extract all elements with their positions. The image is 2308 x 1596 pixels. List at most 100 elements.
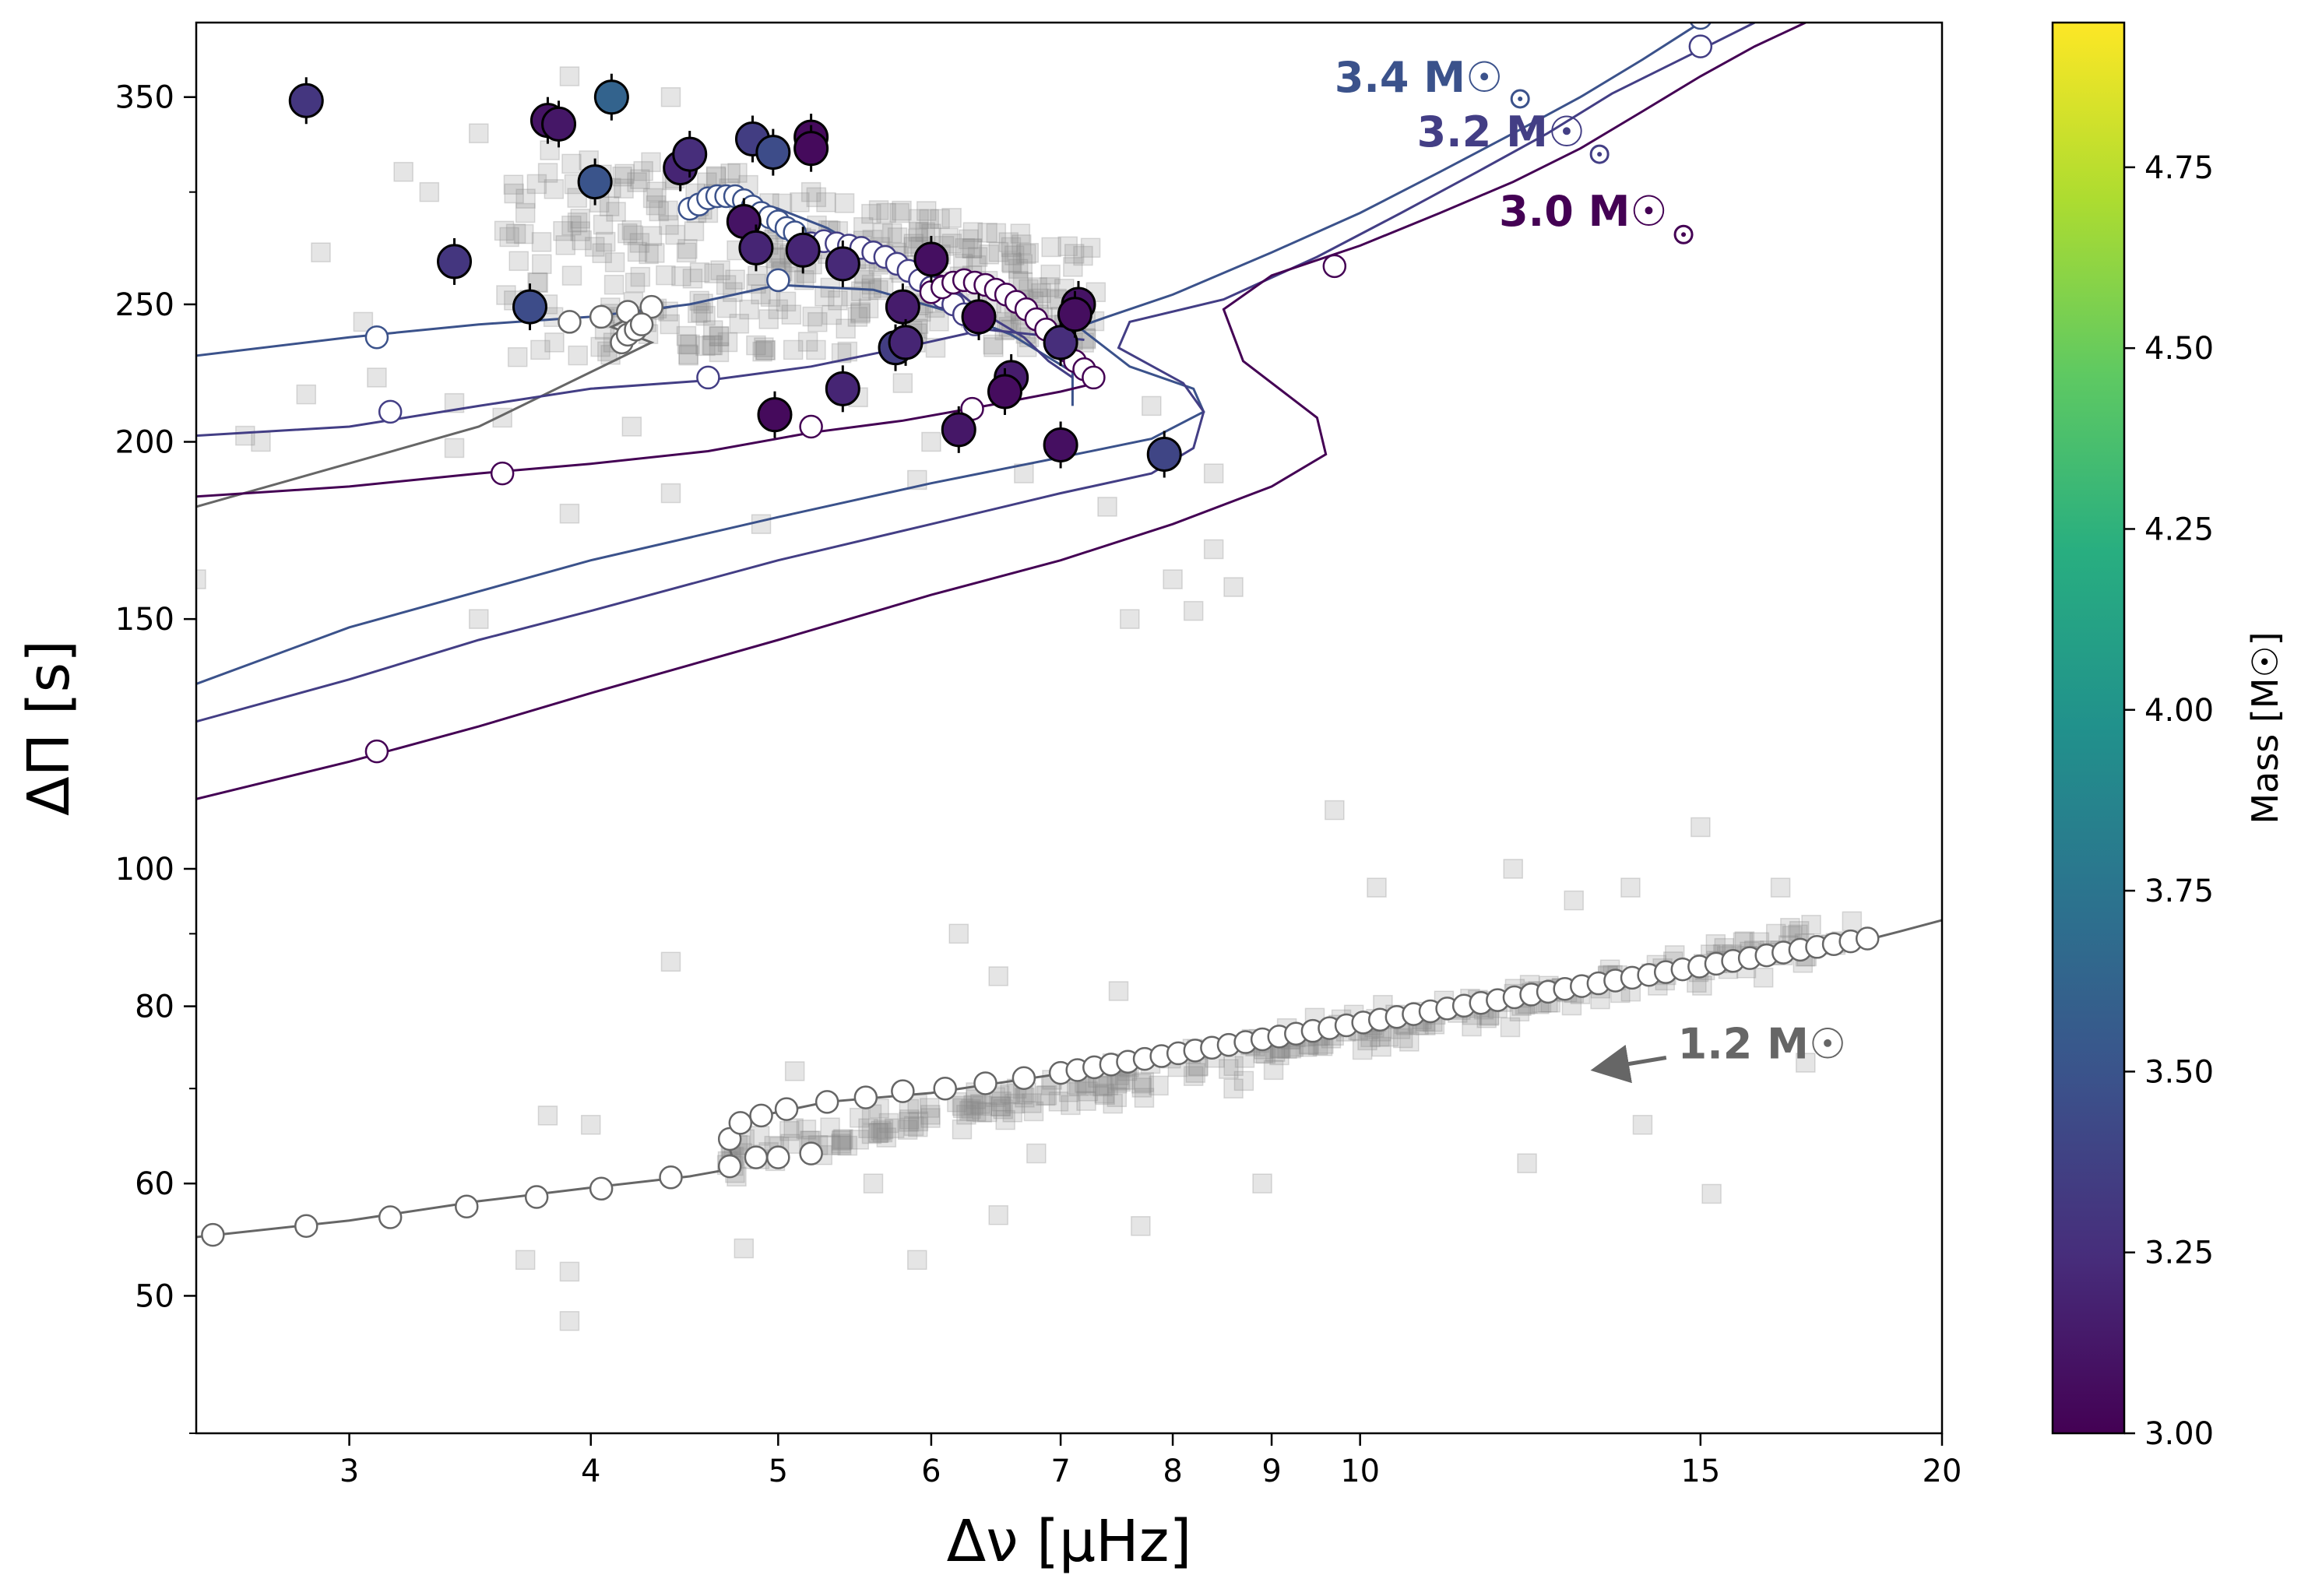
background-star-rc bbox=[659, 215, 679, 235]
background-star-rc bbox=[561, 265, 582, 286]
background-star-rgb bbox=[1022, 1093, 1042, 1113]
background-star-rgb bbox=[991, 1092, 1012, 1112]
track-1-2-marker bbox=[717, 1154, 742, 1179]
background-star-rgb bbox=[832, 1130, 853, 1150]
background-star-rc bbox=[507, 346, 528, 367]
background-star-rgb bbox=[1780, 918, 1800, 938]
background-star-rgb bbox=[1000, 1083, 1020, 1104]
track-1-2-marker bbox=[973, 1071, 997, 1095]
x-tick-label: 10 bbox=[1340, 1454, 1380, 1489]
background-star-rc bbox=[814, 286, 835, 307]
background-star-rc bbox=[1010, 223, 1031, 244]
track-1-2-marker bbox=[799, 1141, 823, 1165]
background-star-rgb bbox=[831, 1134, 851, 1154]
y-tick-label: 80 bbox=[135, 990, 174, 1025]
background-star-rgb bbox=[1149, 1075, 1169, 1096]
background-star-rc bbox=[641, 152, 661, 173]
background-star-rc bbox=[617, 223, 638, 244]
background-star-rc bbox=[676, 325, 697, 346]
background-star-rgb bbox=[821, 1135, 841, 1155]
background-star-rgb bbox=[899, 1112, 919, 1132]
background-star-rc bbox=[642, 188, 663, 209]
background-star-rc bbox=[881, 223, 902, 244]
background-star-rgb bbox=[952, 1095, 973, 1116]
colorbar-tick-label: 3.75 bbox=[2144, 874, 2214, 909]
background-star-rgb bbox=[1015, 1088, 1035, 1108]
background-star-rc bbox=[807, 311, 828, 332]
background-star-rc bbox=[660, 86, 681, 107]
colorbar-tick-label: 4.00 bbox=[2144, 693, 2214, 729]
colorbar-tick-label: 3.25 bbox=[2144, 1236, 2214, 1271]
background-star-rgb bbox=[1692, 976, 1712, 996]
background-star-rc bbox=[1040, 264, 1061, 285]
background-star-rc bbox=[367, 367, 387, 388]
background-star-rc bbox=[908, 221, 929, 242]
observed-star bbox=[825, 246, 860, 282]
background-star-rgb bbox=[995, 1109, 1015, 1130]
background-star-rc bbox=[1001, 253, 1022, 273]
background-star-rgb bbox=[963, 1095, 983, 1116]
background-star-rc bbox=[752, 341, 772, 362]
evolution-tracks bbox=[196, 23, 1942, 1239]
background-star-rgb bbox=[972, 1102, 992, 1123]
background-star-rc bbox=[850, 304, 871, 324]
background-star-rc bbox=[639, 244, 659, 265]
background-star-rgb bbox=[1131, 1077, 1152, 1098]
background-star-rc bbox=[955, 237, 976, 258]
background-star-rc bbox=[568, 345, 588, 366]
background-star-rgb bbox=[1500, 1017, 1521, 1038]
background-star-rgb bbox=[1108, 981, 1129, 1001]
sun-symbol-icon bbox=[1673, 224, 1694, 244]
background-star-rc bbox=[621, 220, 642, 241]
background-star-rc bbox=[677, 239, 698, 259]
background-star-rc bbox=[841, 286, 861, 307]
background-star-rc bbox=[504, 183, 524, 204]
observed-star bbox=[913, 241, 949, 277]
background-star-rc bbox=[828, 290, 848, 311]
background-star-rc bbox=[768, 299, 789, 320]
background-star-rgb bbox=[966, 1102, 987, 1122]
background-star-rc bbox=[1073, 245, 1093, 266]
background-star-rgb bbox=[1002, 1102, 1023, 1123]
track-marker bbox=[378, 399, 403, 424]
background-star-rgb bbox=[970, 1094, 990, 1114]
background-star-rc bbox=[677, 334, 698, 354]
x-tick-label: 7 bbox=[1050, 1454, 1070, 1489]
background-star-rc bbox=[660, 483, 681, 504]
track-line bbox=[196, 23, 1756, 723]
track-marker bbox=[1082, 365, 1106, 390]
background-star-rc bbox=[614, 178, 634, 199]
track-marker bbox=[1688, 34, 1713, 58]
background-star-rc bbox=[1008, 258, 1029, 279]
background-star-rc bbox=[806, 187, 827, 208]
background-star-rc bbox=[853, 216, 874, 237]
background-star-rc bbox=[196, 569, 206, 589]
x-axis-title: Δν [μHz] bbox=[947, 1508, 1192, 1575]
background-star-rc bbox=[600, 344, 621, 365]
background-star-rgb bbox=[1399, 1032, 1420, 1052]
background-star-rgb bbox=[1134, 1072, 1155, 1092]
background-star-rc bbox=[678, 344, 698, 364]
observed-star bbox=[888, 325, 924, 360]
background-star-rgb bbox=[1753, 967, 1774, 988]
background-star-rgb bbox=[959, 1101, 980, 1121]
observed-stars bbox=[288, 73, 1182, 478]
background-star-rc bbox=[702, 335, 723, 356]
track-1-2-marker bbox=[728, 1111, 753, 1135]
colorbar-tick-label: 4.25 bbox=[2144, 511, 2214, 547]
x-tick-label: 3 bbox=[340, 1454, 359, 1489]
background-star-rgb bbox=[796, 1120, 817, 1140]
background-star-rc bbox=[1063, 257, 1083, 277]
background-star-rc bbox=[834, 193, 855, 213]
background-star-rgb bbox=[920, 1108, 941, 1128]
background-star-rc bbox=[705, 167, 727, 188]
track-label-1: 3.2 M☉ bbox=[1417, 107, 1586, 156]
observed-star bbox=[437, 244, 473, 279]
sun-symbol-dot bbox=[1518, 96, 1523, 101]
background-star-rc bbox=[1142, 395, 1162, 417]
background-star-rgb bbox=[1095, 1085, 1115, 1106]
background-star-rc bbox=[1019, 243, 1040, 263]
background-star-rc bbox=[909, 209, 929, 230]
background-star-rc bbox=[702, 335, 722, 356]
background-star-rc bbox=[783, 339, 804, 360]
